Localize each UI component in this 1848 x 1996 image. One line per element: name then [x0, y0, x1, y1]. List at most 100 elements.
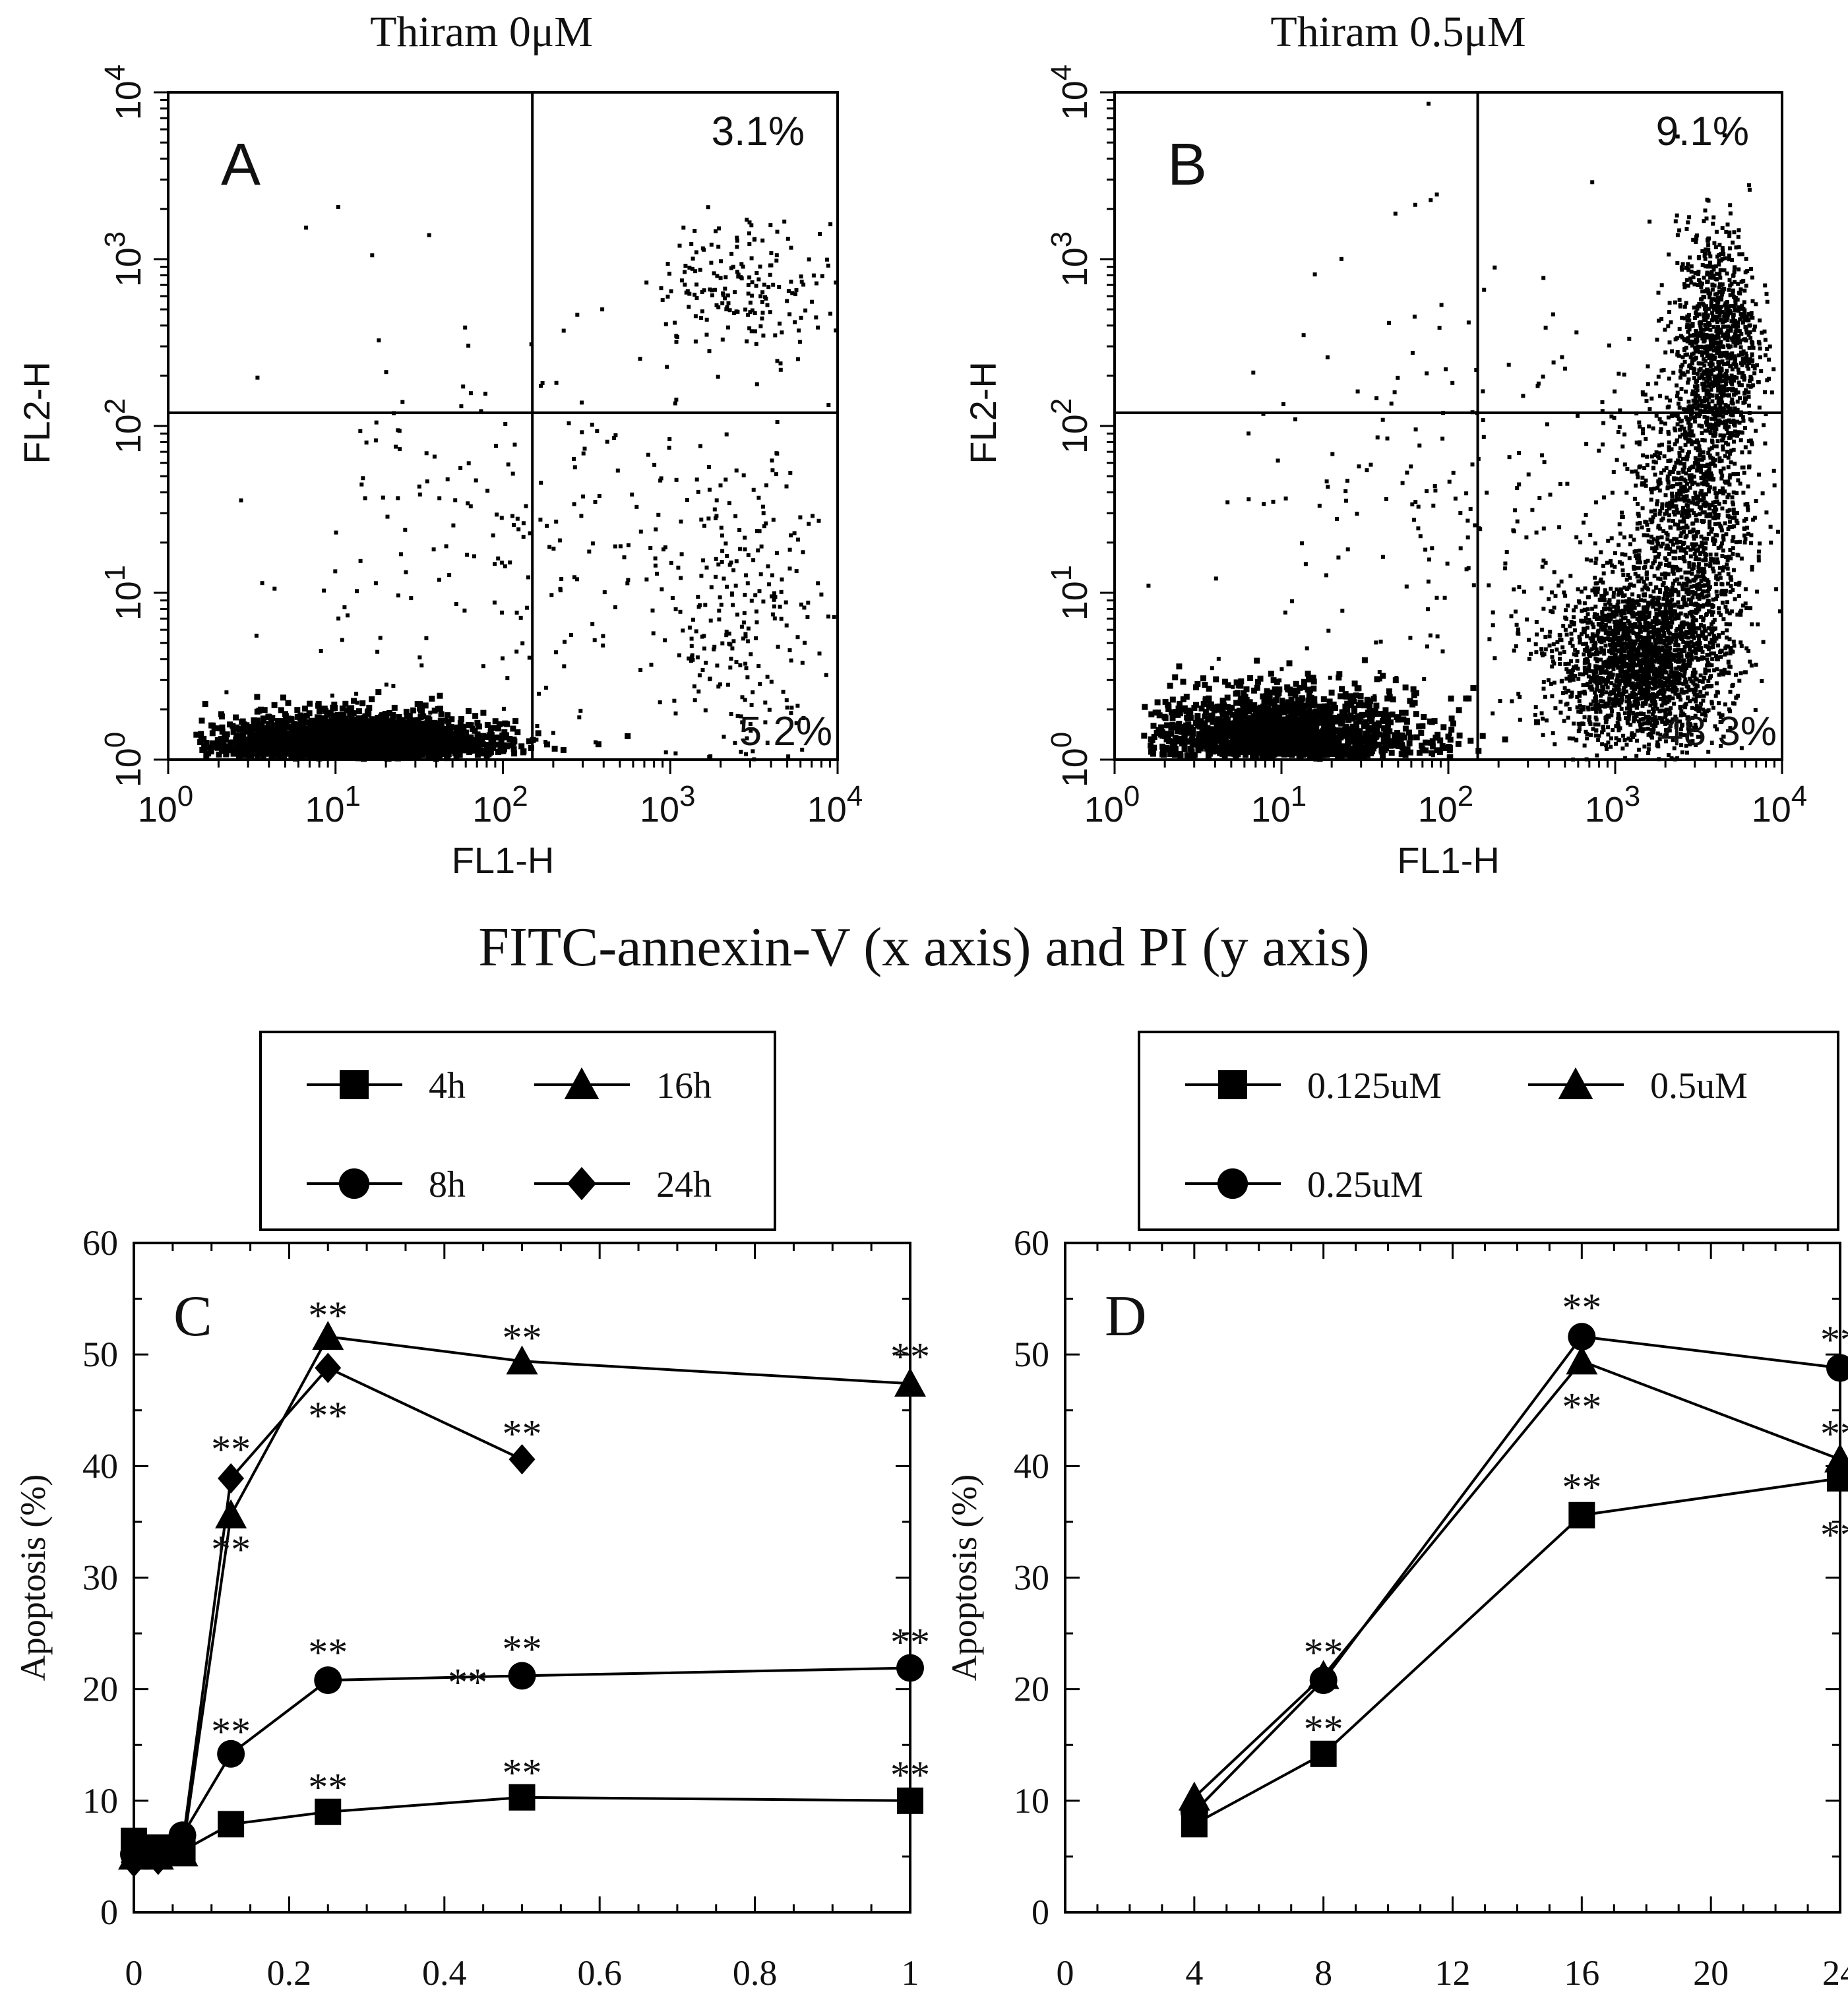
event-dot [1384, 695, 1391, 702]
event-dot [427, 752, 433, 758]
event-dot [381, 731, 387, 738]
event-dot [539, 384, 543, 388]
event-dot [648, 546, 653, 550]
event-dot [199, 717, 205, 724]
event-dot [433, 731, 440, 738]
event-dot [770, 468, 775, 473]
event-dot [1502, 736, 1508, 742]
event-dot [466, 708, 472, 714]
event-dot [1429, 750, 1435, 756]
event-dot [344, 750, 350, 757]
event-dot [644, 280, 649, 285]
event-dot [1213, 733, 1219, 740]
event-dot [746, 313, 751, 317]
event-dot [239, 718, 246, 725]
event-dot [613, 605, 617, 609]
event-dot [1301, 679, 1307, 685]
event-dot [495, 725, 501, 732]
event-dot [371, 725, 378, 731]
event-dot [774, 472, 778, 477]
event-dot [1293, 680, 1299, 687]
event-dot [453, 498, 458, 502]
event-dot [1357, 699, 1364, 706]
event-dot [320, 736, 326, 742]
event-dot [1347, 753, 1353, 760]
event-dot [390, 733, 396, 740]
event-dot [396, 721, 402, 728]
event-dot [333, 569, 338, 574]
event-dot [445, 712, 451, 719]
y-tick-label: 104 [99, 65, 148, 121]
event-dot [1429, 738, 1436, 744]
event-dot [786, 289, 791, 293]
event-dot [391, 704, 398, 711]
event-dot [725, 584, 729, 589]
event-dot [297, 712, 304, 719]
event-dot [778, 321, 782, 326]
event-dot [344, 739, 351, 745]
event-dot [1272, 686, 1278, 692]
event-dot [381, 727, 388, 733]
event-dot [381, 721, 387, 727]
event-dot [208, 722, 215, 729]
event-dot [772, 597, 776, 602]
event-dot [1375, 722, 1382, 729]
event-dot [714, 514, 719, 518]
event-dot [510, 514, 514, 518]
event-dot [725, 293, 730, 298]
panel-title: Thiram 0μM [370, 8, 593, 56]
event-dot [745, 339, 749, 344]
event-dot [683, 270, 687, 274]
event-dot [785, 237, 790, 241]
event-dot [1413, 711, 1419, 717]
event-dot [340, 752, 347, 758]
event-dot [437, 717, 444, 724]
event-dot [689, 636, 694, 641]
event-dot [1165, 706, 1172, 712]
event-dot [696, 689, 701, 694]
event-dot [1240, 700, 1246, 707]
event-dot [408, 754, 414, 760]
event-dot [1236, 708, 1243, 714]
event-dot [655, 572, 660, 576]
event-dot [1447, 737, 1454, 743]
event-dot [673, 607, 678, 611]
event-dot [1180, 679, 1186, 685]
event-dot [767, 582, 772, 587]
event-dot [543, 740, 548, 744]
event-dot [702, 524, 706, 528]
event-dot [355, 589, 359, 593]
event-dot [526, 738, 532, 744]
event-dot [1400, 716, 1407, 723]
event-dot [1247, 699, 1253, 706]
event-dot [495, 741, 501, 748]
event-dot [1305, 714, 1311, 721]
event-dot [709, 260, 714, 265]
event-dot [1416, 723, 1423, 730]
event-dot [487, 753, 492, 758]
event-dot [202, 701, 208, 707]
event-dot [437, 578, 441, 582]
event-dot [694, 295, 699, 300]
event-dot [428, 739, 435, 746]
event-dot [1187, 715, 1194, 721]
event-dot [498, 741, 505, 748]
event-dot [268, 749, 274, 756]
event-dot [237, 740, 244, 746]
event-dot [727, 308, 732, 313]
event-dot [799, 602, 803, 607]
event-dot [350, 710, 357, 717]
event-dot [787, 312, 792, 317]
event-dot [490, 744, 496, 751]
event-dot [1285, 686, 1291, 693]
event-dot [339, 718, 346, 724]
event-dot [794, 287, 799, 292]
event-dot [1175, 738, 1181, 744]
event-dot [660, 297, 665, 302]
event-dot [747, 220, 752, 225]
event-dot [360, 738, 366, 744]
event-dot [259, 729, 266, 735]
event-dot [789, 711, 793, 715]
event-dot [753, 329, 757, 334]
event-dot [441, 741, 447, 748]
